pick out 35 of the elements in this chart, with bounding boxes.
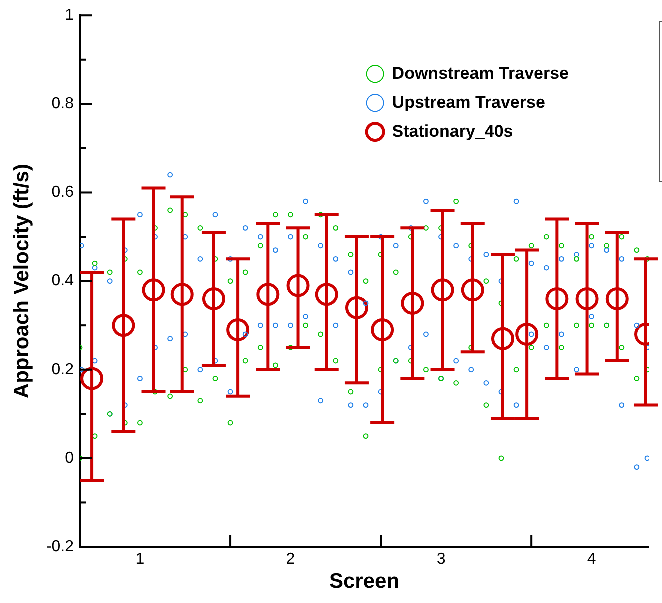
y-tick-label: -0.2 [46, 538, 74, 556]
point [256, 283, 280, 306]
point [401, 292, 424, 315]
point [546, 288, 569, 311]
point [315, 283, 338, 306]
y-tick-label: 0 [65, 450, 74, 467]
y-tick-label: 0.6 [52, 184, 74, 202]
point [286, 274, 310, 298]
point [431, 278, 454, 302]
x-tick-label: 2 [286, 551, 296, 568]
point [112, 314, 136, 338]
point [461, 278, 484, 302]
point [226, 318, 250, 342]
point [371, 318, 394, 342]
x-tick-label: 3 [436, 551, 446, 568]
x-tick-label: 1 [136, 551, 145, 568]
y-tick-label: 0.4 [52, 272, 74, 290]
legend-label: Upstream Traverse [392, 92, 546, 112]
y-tick-label: 0.8 [52, 96, 74, 113]
legend-label: Downstream Traverse [392, 64, 570, 83]
point [80, 367, 104, 390]
x-tick-label: 4 [587, 551, 596, 568]
y-axis-title: Approach Velocity (ft/s) [10, 164, 34, 399]
x-axis-title: Screen [329, 570, 400, 594]
point [142, 278, 166, 302]
point [345, 296, 368, 320]
y-tick-label: 1 [65, 7, 74, 24]
point [491, 327, 514, 350]
point [202, 288, 226, 311]
point [606, 288, 629, 311]
y-tick-label: 0.2 [52, 361, 74, 378]
point [170, 283, 194, 306]
point [576, 288, 599, 311]
legend-label: Stationary_40s [392, 122, 514, 141]
point [516, 322, 539, 346]
